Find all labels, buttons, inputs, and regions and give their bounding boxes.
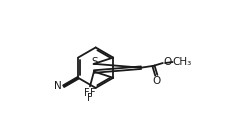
Text: F: F bbox=[87, 93, 93, 103]
Text: O: O bbox=[153, 76, 161, 86]
Text: S: S bbox=[91, 57, 98, 67]
Text: N: N bbox=[55, 81, 62, 91]
Text: O: O bbox=[164, 57, 172, 67]
Text: F: F bbox=[90, 89, 96, 98]
Text: F: F bbox=[84, 89, 90, 98]
Text: CH₃: CH₃ bbox=[173, 57, 192, 67]
